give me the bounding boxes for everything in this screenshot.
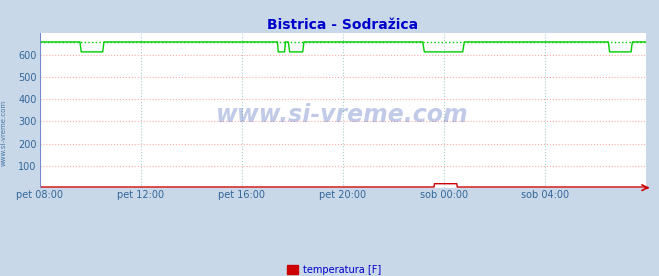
Text: www.si-vreme.com: www.si-vreme.com xyxy=(0,99,7,166)
Text: www.si-vreme.com: www.si-vreme.com xyxy=(216,103,469,127)
Legend: temperatura [F], pretok[čevelj3/min]: temperatura [F], pretok[čevelj3/min] xyxy=(283,261,403,276)
Title: Bistrica - Sodražica: Bistrica - Sodražica xyxy=(267,18,418,32)
